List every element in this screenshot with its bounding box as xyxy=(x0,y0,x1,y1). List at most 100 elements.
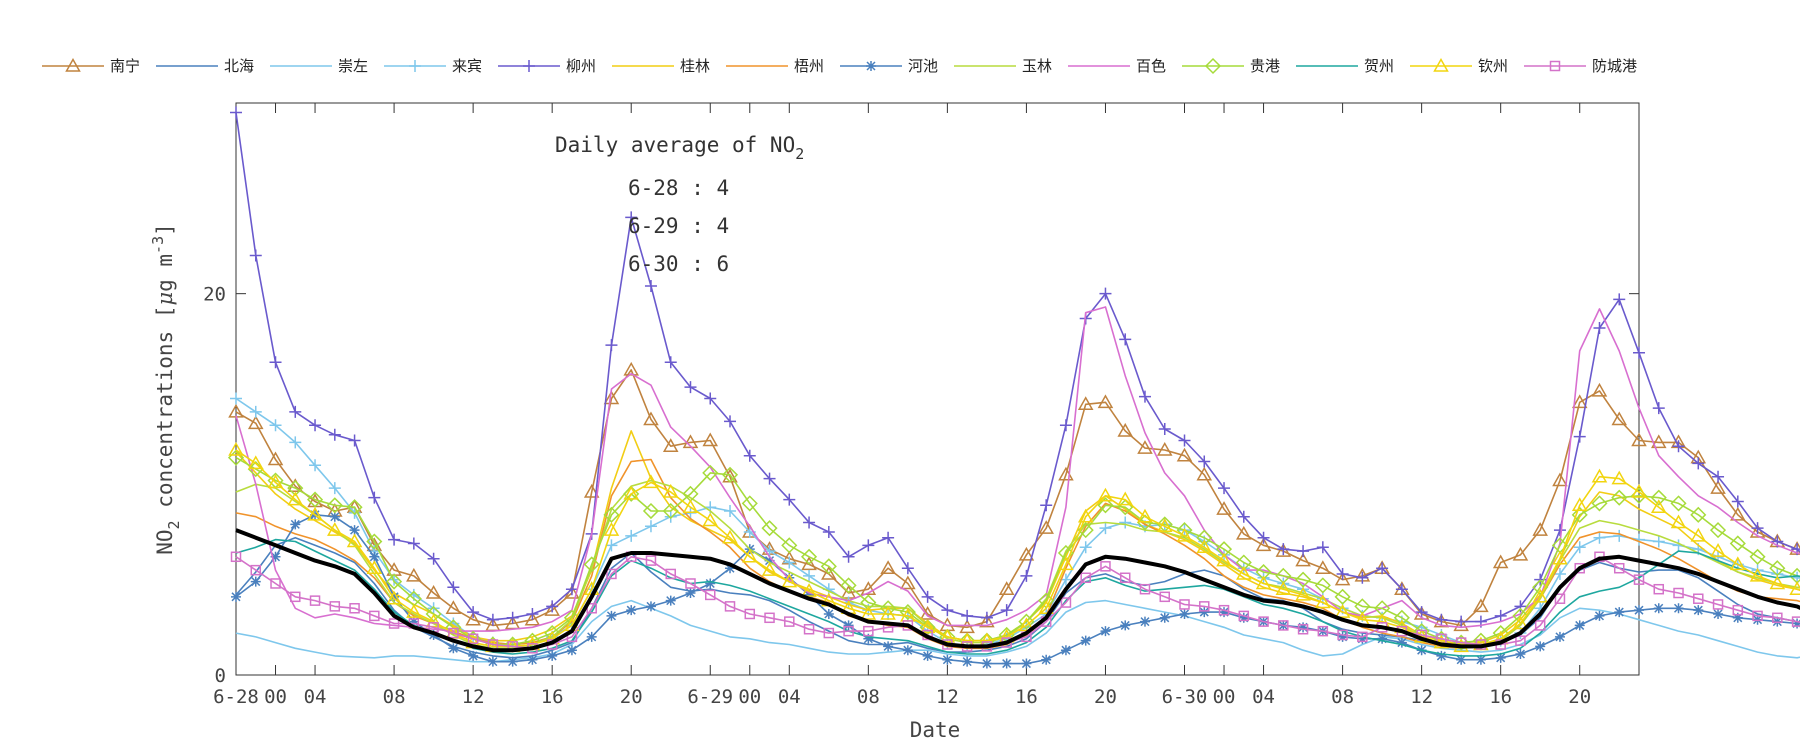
data-point xyxy=(465,611,481,626)
data-point xyxy=(1198,455,1211,468)
data-point xyxy=(1395,583,1408,596)
data-point xyxy=(1571,394,1588,409)
series-line-百色 xyxy=(235,306,1800,632)
data-point xyxy=(65,57,81,72)
data-point xyxy=(1453,617,1469,632)
data-point xyxy=(1204,57,1222,75)
data-point xyxy=(1158,423,1171,436)
data-point xyxy=(524,611,541,626)
data-point xyxy=(684,381,697,394)
x-tick-label-04-9: 04 xyxy=(778,686,801,708)
data-point xyxy=(230,551,242,563)
data-point xyxy=(1080,635,1091,646)
data-point xyxy=(1040,499,1053,512)
data-point xyxy=(1571,497,1588,512)
data-point xyxy=(1001,658,1012,669)
data-point xyxy=(1571,506,1588,523)
data-point xyxy=(1196,539,1213,554)
data-point xyxy=(369,551,380,562)
data-point xyxy=(763,472,776,485)
x-tick-label-16-19: 16 xyxy=(1489,686,1512,708)
data-point xyxy=(247,461,264,478)
data-point xyxy=(1594,610,1605,621)
data-point xyxy=(1138,390,1151,403)
data-point xyxy=(406,604,422,618)
data-point xyxy=(643,474,659,489)
data-point xyxy=(1258,616,1269,627)
data-point xyxy=(682,434,699,449)
data-point xyxy=(1792,618,1800,629)
data-point xyxy=(250,576,261,587)
data-point xyxy=(1376,562,1389,575)
data-point xyxy=(1077,396,1094,411)
data-point xyxy=(1751,522,1764,535)
data-point xyxy=(386,573,403,590)
data-point xyxy=(1298,622,1309,633)
data-point xyxy=(1574,620,1585,631)
data-point xyxy=(1136,514,1154,531)
data-point xyxy=(764,612,775,624)
data-point xyxy=(781,573,798,588)
data-point xyxy=(721,466,739,483)
data-point xyxy=(1554,631,1565,642)
data-point xyxy=(290,591,301,603)
data-point xyxy=(1336,567,1349,580)
data-point xyxy=(1693,605,1704,616)
data-point xyxy=(1337,631,1348,642)
data-point xyxy=(682,499,699,513)
data-point xyxy=(1255,575,1272,590)
data-point xyxy=(427,602,440,615)
data-point xyxy=(1334,571,1351,586)
data-point xyxy=(1337,629,1348,641)
data-point xyxy=(1357,631,1368,643)
data-point xyxy=(1613,562,1625,574)
series-百色 xyxy=(235,306,1800,632)
data-point xyxy=(1119,333,1132,346)
data-point xyxy=(1257,531,1270,544)
series-average xyxy=(235,528,1800,653)
data-point xyxy=(606,568,617,580)
data-point xyxy=(623,485,639,500)
data-point xyxy=(1535,641,1546,652)
data-point xyxy=(1515,635,1526,646)
legend-item-防城港: 防城港 xyxy=(1524,57,1637,75)
data-point xyxy=(346,499,363,516)
data-point xyxy=(725,563,736,574)
data-point xyxy=(1456,654,1467,665)
data-point xyxy=(1673,603,1684,614)
data-point xyxy=(1156,518,1173,533)
data-point xyxy=(843,625,854,637)
data-point xyxy=(662,502,679,520)
data-point xyxy=(1693,593,1704,604)
legend-item-贵港: 贵港 xyxy=(1182,57,1280,75)
data-point xyxy=(269,356,282,369)
data-point xyxy=(724,415,737,428)
series-layer xyxy=(227,106,1800,669)
data-point xyxy=(1196,529,1213,546)
data-point xyxy=(702,432,719,447)
data-point xyxy=(1315,594,1331,609)
data-point xyxy=(626,605,637,616)
data-point xyxy=(1216,552,1232,567)
x-tick-label-16-12: 16 xyxy=(1015,686,1038,708)
data-point xyxy=(249,405,262,418)
x-tick-label-00-15: 00 xyxy=(1213,686,1236,708)
data-point xyxy=(406,567,422,582)
x-tick-label-6-30-14: 6-30 xyxy=(1162,686,1208,708)
data-point xyxy=(1117,491,1134,506)
data-point xyxy=(445,600,462,615)
data-point xyxy=(980,611,993,624)
data-point xyxy=(1730,506,1746,521)
data-point xyxy=(1334,588,1351,605)
data-point xyxy=(289,405,302,418)
data-point xyxy=(1216,501,1232,515)
data-point xyxy=(662,483,679,498)
data-point xyxy=(942,654,953,665)
data-point xyxy=(1238,612,1249,623)
data-point xyxy=(1732,604,1744,616)
data-point xyxy=(389,591,400,602)
legend-label: 河池 xyxy=(908,57,938,75)
annotation-line-1: 6-29 : 4 xyxy=(628,214,729,238)
data-point xyxy=(1277,543,1290,556)
data-point xyxy=(1573,430,1586,443)
